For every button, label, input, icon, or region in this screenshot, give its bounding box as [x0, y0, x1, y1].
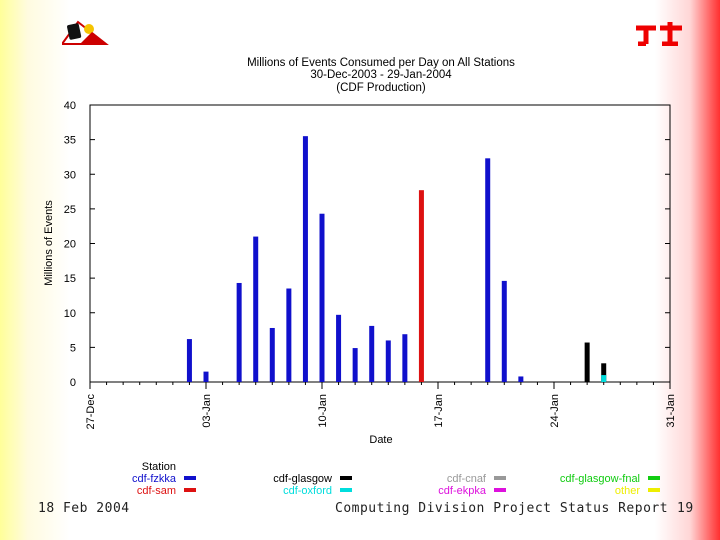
chart-subtitle-2: (CDF Production): [336, 82, 426, 94]
footer-title: Computing Division Project Status Report: [335, 501, 669, 516]
y-tick-label: 5: [70, 342, 76, 354]
bar-cdf-glasgow: [584, 342, 590, 382]
legend-label: cdf-glasgow: [273, 473, 332, 485]
chart-subtitle: 30-Dec-2003 - 29-Jan-2004: [310, 69, 452, 81]
bar-cdf-fzkka: [385, 340, 391, 382]
legend-label: cdf-glasgow-fnal: [560, 473, 640, 485]
legend-swatch: [648, 476, 660, 480]
bar-cdf-fzkka: [402, 334, 408, 382]
bar-cdf-fzkka: [319, 213, 325, 382]
bar-cdf-fzkka: [485, 158, 491, 382]
legend-label: other: [615, 485, 640, 497]
legend-swatch: [494, 476, 506, 480]
x-tick-label: 17-Jan: [433, 394, 445, 428]
bar-cdf-sam: [418, 190, 424, 382]
y-tick-label: 20: [64, 239, 76, 251]
y-tick-label: 40: [64, 100, 76, 112]
bar-cdf-fzkka: [302, 136, 308, 382]
bar-cdf-glasgow: [601, 363, 607, 382]
bar-cdf-fzkka: [352, 348, 358, 382]
fermilab-logo: [636, 22, 682, 46]
computing-division-logo: [62, 20, 109, 45]
legend-swatch: [184, 488, 196, 492]
chart-title: Millions of Events Consumed per Day on A…: [247, 57, 515, 69]
x-tick-label: 24-Jan: [549, 394, 561, 428]
bar-cdf-fzkka: [501, 280, 507, 382]
x-axis-label: Date: [369, 434, 392, 446]
legend-title: Station: [142, 461, 176, 473]
legend-swatch: [340, 476, 352, 480]
bar-cdf-fzkka: [253, 236, 259, 382]
bar-cdf-fzkka: [286, 288, 292, 382]
x-tick-label: 10-Jan: [317, 394, 329, 428]
y-tick-label: 0: [70, 377, 76, 389]
bar-cdf-oxford: [601, 375, 607, 382]
legend-label: cdf-oxford: [283, 485, 332, 497]
bar-cdf-fzkka: [518, 376, 524, 382]
legend-swatch: [494, 488, 506, 492]
bar-cdf-fzkka: [186, 339, 192, 382]
plot-frame: [89, 104, 671, 383]
legend-label: cdf-ekpka: [438, 485, 487, 497]
y-tick-label: 35: [64, 135, 76, 147]
legend-label: cdf-cnaf: [447, 473, 487, 485]
bar-cdf-fzkka: [203, 371, 209, 382]
page-number: 19: [677, 501, 694, 516]
legend-swatch: [184, 476, 196, 480]
y-axis-label: Millions of Events: [43, 200, 55, 286]
bar-cdf-fzkka: [369, 325, 375, 382]
x-tick-label: 03-Jan: [201, 394, 213, 428]
legend-swatch: [340, 488, 352, 492]
footer-date: 18 Feb 2004: [38, 501, 130, 516]
y-tick-label: 10: [64, 308, 76, 320]
y-tick-label: 25: [64, 204, 76, 216]
legend-swatch: [648, 488, 660, 492]
y-tick-label: 15: [64, 273, 76, 285]
bar-cdf-fzkka: [336, 314, 342, 382]
bar-cdf-fzkka: [236, 282, 242, 382]
x-tick-label: 27-Dec: [85, 394, 97, 430]
y-tick-label: 30: [64, 169, 76, 181]
bar-cdf-fzkka: [269, 327, 275, 382]
legend-label: cdf-fzkka: [132, 473, 177, 485]
legend-label: cdf-sam: [137, 485, 176, 497]
x-tick-label: 31-Jan: [665, 394, 677, 428]
